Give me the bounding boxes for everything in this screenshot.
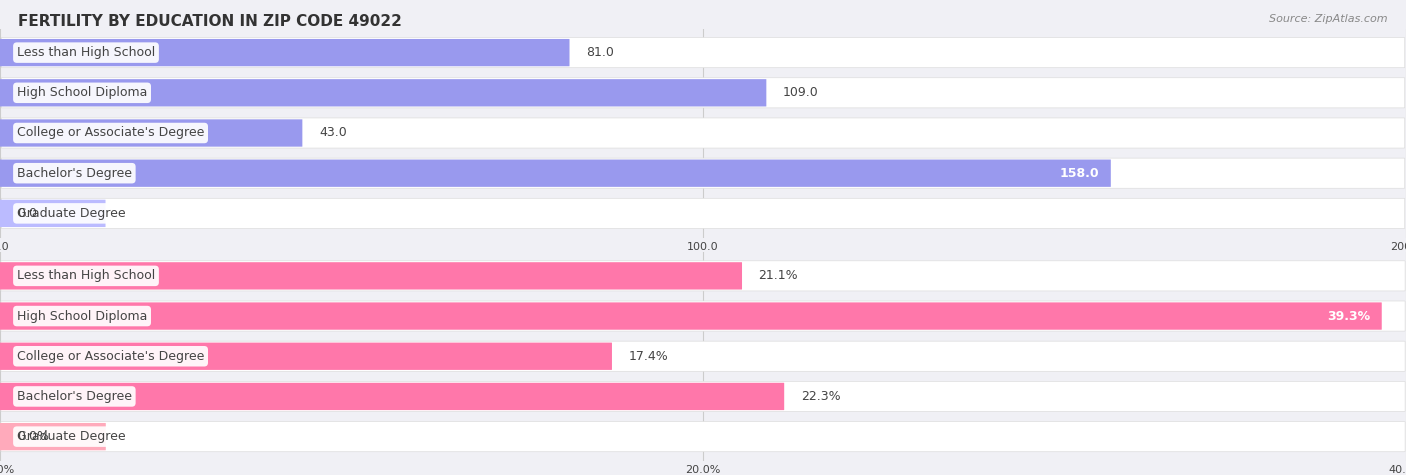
FancyBboxPatch shape xyxy=(0,119,302,147)
FancyBboxPatch shape xyxy=(0,79,766,106)
FancyBboxPatch shape xyxy=(0,160,1111,187)
FancyBboxPatch shape xyxy=(1,261,1405,291)
Text: College or Associate's Degree: College or Associate's Degree xyxy=(17,126,204,140)
Text: 81.0: 81.0 xyxy=(586,46,614,59)
FancyBboxPatch shape xyxy=(0,342,612,370)
FancyBboxPatch shape xyxy=(1,341,1405,371)
FancyBboxPatch shape xyxy=(0,200,105,227)
Text: Bachelor's Degree: Bachelor's Degree xyxy=(17,390,132,403)
Text: Less than High School: Less than High School xyxy=(17,269,155,282)
Text: High School Diploma: High School Diploma xyxy=(17,86,148,99)
FancyBboxPatch shape xyxy=(1,118,1405,148)
Text: 0.0%: 0.0% xyxy=(17,430,49,443)
FancyBboxPatch shape xyxy=(1,199,1405,228)
FancyBboxPatch shape xyxy=(1,38,1405,67)
Text: 22.3%: 22.3% xyxy=(801,390,841,403)
Text: 21.1%: 21.1% xyxy=(759,269,799,282)
FancyBboxPatch shape xyxy=(1,381,1405,411)
Text: FERTILITY BY EDUCATION IN ZIP CODE 49022: FERTILITY BY EDUCATION IN ZIP CODE 49022 xyxy=(18,14,402,29)
FancyBboxPatch shape xyxy=(0,262,742,290)
Text: 43.0: 43.0 xyxy=(319,126,347,140)
FancyBboxPatch shape xyxy=(0,423,105,450)
Text: 17.4%: 17.4% xyxy=(628,350,668,363)
Text: 39.3%: 39.3% xyxy=(1327,310,1369,323)
FancyBboxPatch shape xyxy=(1,158,1405,188)
FancyBboxPatch shape xyxy=(0,303,1382,330)
FancyBboxPatch shape xyxy=(0,39,569,66)
Text: College or Associate's Degree: College or Associate's Degree xyxy=(17,350,204,363)
Text: High School Diploma: High School Diploma xyxy=(17,310,148,323)
FancyBboxPatch shape xyxy=(1,78,1405,108)
Text: 158.0: 158.0 xyxy=(1060,167,1099,180)
Text: Graduate Degree: Graduate Degree xyxy=(17,430,125,443)
FancyBboxPatch shape xyxy=(0,383,785,410)
Text: 109.0: 109.0 xyxy=(783,86,818,99)
Text: Bachelor's Degree: Bachelor's Degree xyxy=(17,167,132,180)
FancyBboxPatch shape xyxy=(1,422,1405,452)
Text: 0.0: 0.0 xyxy=(17,207,37,220)
Text: Source: ZipAtlas.com: Source: ZipAtlas.com xyxy=(1270,14,1388,24)
Text: Less than High School: Less than High School xyxy=(17,46,155,59)
FancyBboxPatch shape xyxy=(1,301,1405,331)
Text: Graduate Degree: Graduate Degree xyxy=(17,207,125,220)
